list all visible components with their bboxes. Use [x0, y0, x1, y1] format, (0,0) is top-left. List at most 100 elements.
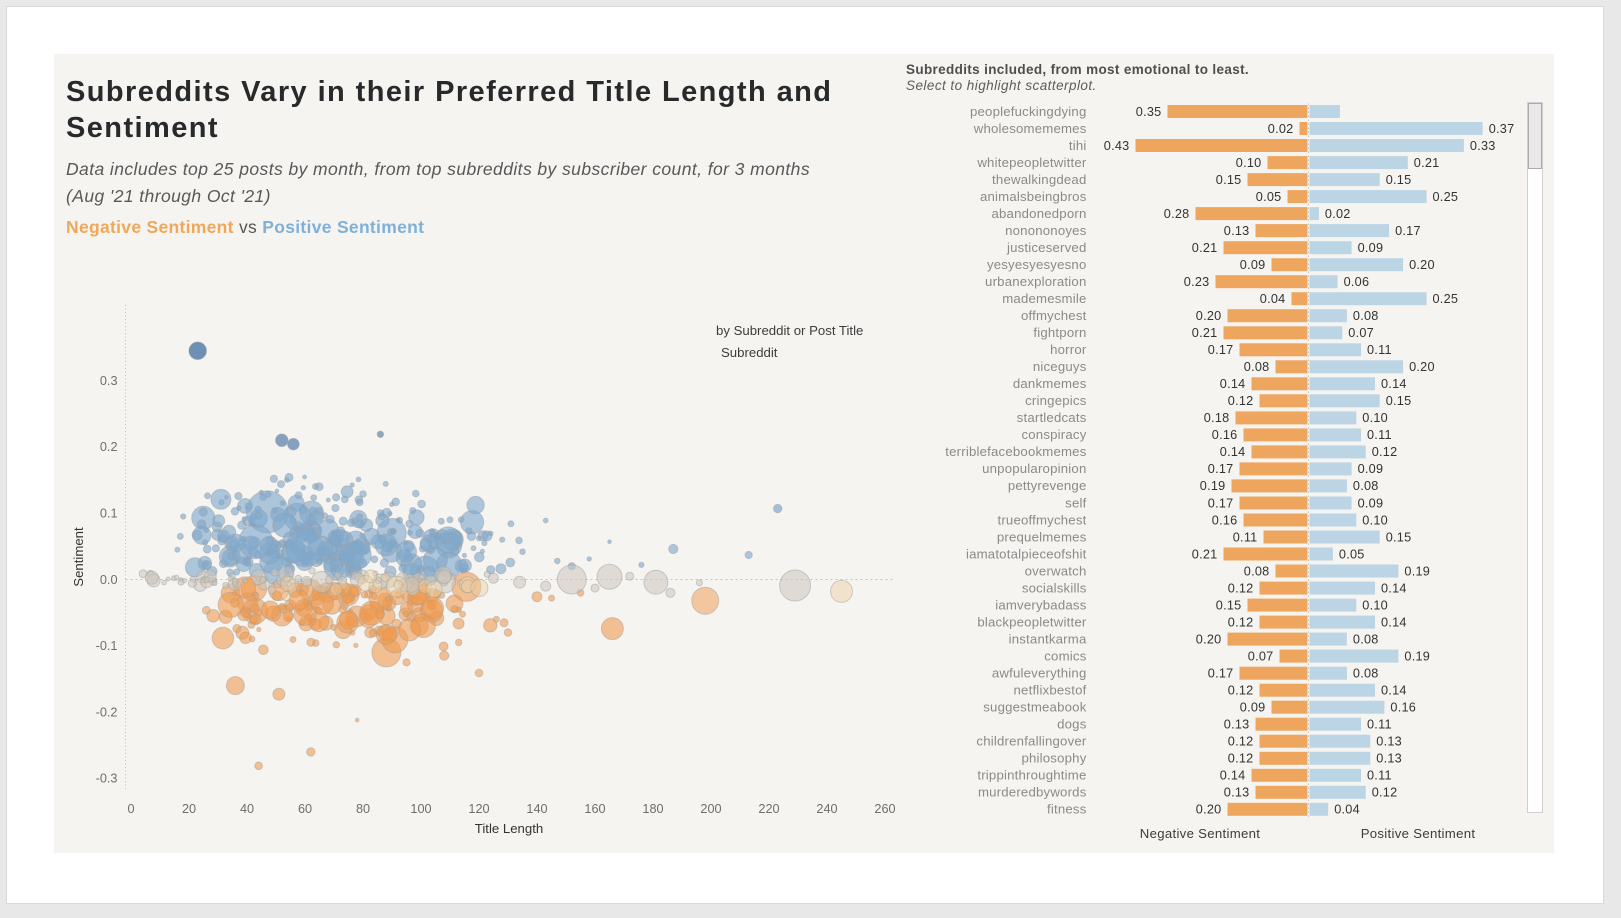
svg-text:startledcats: startledcats: [1017, 410, 1087, 425]
svg-text:0.14: 0.14: [1220, 445, 1246, 459]
svg-text:0.0: 0.0: [100, 573, 118, 587]
svg-text:self: self: [1065, 495, 1086, 510]
svg-text:iamatotalpieceofshit: iamatotalpieceofshit: [966, 546, 1087, 561]
svg-text:0.19: 0.19: [1404, 564, 1430, 578]
svg-text:0.1: 0.1: [100, 507, 118, 521]
svg-text:200: 200: [700, 802, 721, 816]
svg-text:0.05: 0.05: [1256, 190, 1282, 204]
svg-text:180: 180: [642, 802, 663, 816]
svg-text:0.16: 0.16: [1212, 428, 1238, 442]
svg-text:0.18: 0.18: [1204, 411, 1230, 425]
svg-text:0.20: 0.20: [1409, 360, 1435, 374]
svg-text:0.12: 0.12: [1228, 581, 1254, 595]
svg-text:trippinthroughtime: trippinthroughtime: [977, 768, 1086, 783]
svg-text:0.15: 0.15: [1386, 394, 1412, 408]
svg-text:suggestmeabook: suggestmeabook: [983, 700, 1086, 715]
svg-text:0.19: 0.19: [1200, 479, 1226, 493]
svg-text:0.14: 0.14: [1220, 377, 1246, 391]
svg-text:0.21: 0.21: [1192, 241, 1218, 255]
svg-text:0.02: 0.02: [1268, 122, 1294, 136]
svg-text:140: 140: [526, 802, 547, 816]
svg-text:murderedbywords: murderedbywords: [978, 785, 1087, 800]
svg-text:conspiracy: conspiracy: [1021, 427, 1086, 442]
svg-text:0.08: 0.08: [1353, 309, 1379, 323]
svg-text:0: 0: [127, 802, 134, 816]
svg-text:0.15: 0.15: [1216, 598, 1242, 612]
svg-text:0.12: 0.12: [1372, 786, 1398, 800]
svg-text:thewalkingdead: thewalkingdead: [992, 172, 1086, 187]
svg-text:0.09: 0.09: [1240, 258, 1266, 272]
svg-text:0.10: 0.10: [1236, 156, 1262, 170]
svg-text:0.23: 0.23: [1184, 275, 1210, 289]
svg-text:0.11: 0.11: [1367, 718, 1392, 732]
svg-text:0.15: 0.15: [1386, 530, 1412, 544]
svg-text:0.11: 0.11: [1367, 343, 1392, 357]
svg-text:justiceserved: justiceserved: [1006, 240, 1087, 255]
svg-text:0.20: 0.20: [1196, 309, 1222, 323]
svg-text:unpopularopinion: unpopularopinion: [982, 461, 1086, 476]
svg-text:dogs: dogs: [1057, 717, 1087, 732]
svg-text:240: 240: [816, 802, 837, 816]
svg-text:0.04: 0.04: [1334, 803, 1360, 817]
svg-text:prequelmemes: prequelmemes: [997, 529, 1087, 544]
svg-text:cringepics: cringepics: [1025, 393, 1087, 408]
svg-text:offmychest: offmychest: [1021, 308, 1087, 323]
svg-text:0.02: 0.02: [1325, 207, 1351, 221]
svg-text:0.3: 0.3: [100, 374, 118, 388]
svg-text:fightporn: fightporn: [1033, 325, 1086, 340]
svg-text:0.20: 0.20: [1196, 803, 1222, 817]
svg-text:0.17: 0.17: [1208, 462, 1234, 476]
svg-text:comics: comics: [1044, 648, 1086, 663]
svg-text:blackpeopletwitter: blackpeopletwitter: [977, 614, 1087, 629]
svg-text:100: 100: [410, 802, 431, 816]
svg-text:0.14: 0.14: [1381, 581, 1407, 595]
svg-text:0.09: 0.09: [1240, 701, 1266, 715]
svg-text:0.35: 0.35: [1136, 105, 1162, 119]
svg-text:260: 260: [874, 802, 895, 816]
svg-text:0.12: 0.12: [1228, 394, 1254, 408]
svg-text:0.08: 0.08: [1353, 479, 1379, 493]
svg-text:0.15: 0.15: [1386, 173, 1412, 187]
svg-text:0.10: 0.10: [1362, 411, 1388, 425]
svg-text:0.25: 0.25: [1433, 190, 1459, 204]
svg-text:0.33: 0.33: [1470, 139, 1496, 153]
svg-text:wholesomememes: wholesomememes: [973, 121, 1087, 136]
svg-text:0.43: 0.43: [1104, 139, 1130, 153]
svg-text:-0.2: -0.2: [96, 705, 118, 719]
svg-text:0.21: 0.21: [1192, 547, 1218, 561]
svg-text:dankmemes: dankmemes: [1013, 376, 1087, 391]
svg-text:whitepeopletwitter: whitepeopletwitter: [976, 155, 1087, 170]
svg-text:0.09: 0.09: [1358, 496, 1384, 510]
svg-text:0.19: 0.19: [1404, 649, 1430, 663]
svg-text:220: 220: [758, 802, 779, 816]
svg-text:netflixbestof: netflixbestof: [1014, 683, 1087, 698]
svg-text:0.14: 0.14: [1381, 615, 1407, 629]
svg-text:0.07: 0.07: [1348, 326, 1374, 340]
svg-text:0.11: 0.11: [1367, 769, 1392, 783]
svg-text:0.06: 0.06: [1344, 275, 1370, 289]
svg-text:peoplefuckingdying: peoplefuckingdying: [970, 104, 1087, 119]
svg-text:0.08: 0.08: [1353, 632, 1379, 646]
svg-text:overwatch: overwatch: [1025, 563, 1087, 578]
svg-text:yesyesyesyesno: yesyesyesyesno: [987, 257, 1087, 272]
svg-text:philosophy: philosophy: [1021, 751, 1086, 766]
svg-text:0.17: 0.17: [1395, 224, 1421, 238]
svg-text:0.21: 0.21: [1192, 326, 1218, 340]
svg-text:niceguys: niceguys: [1033, 359, 1087, 374]
svg-text:0.12: 0.12: [1228, 615, 1254, 629]
svg-text:0.16: 0.16: [1212, 513, 1238, 527]
svg-text:0.20: 0.20: [1409, 258, 1435, 272]
svg-text:0.04: 0.04: [1260, 292, 1286, 306]
svg-text:0.14: 0.14: [1220, 769, 1246, 783]
svg-text:0.21: 0.21: [1414, 156, 1440, 170]
svg-text:awfuleverything: awfuleverything: [992, 666, 1087, 681]
svg-text:iamverybadass: iamverybadass: [995, 597, 1086, 612]
svg-text:0.11: 0.11: [1233, 530, 1258, 544]
svg-text:0.10: 0.10: [1362, 513, 1388, 527]
svg-text:urbanexploration: urbanexploration: [985, 274, 1086, 289]
svg-text:0.17: 0.17: [1208, 343, 1234, 357]
svg-text:Sentiment: Sentiment: [71, 527, 86, 587]
svg-text:Title Length: Title Length: [475, 821, 543, 836]
svg-text:mademesmile: mademesmile: [1002, 291, 1086, 306]
svg-text:socialskills: socialskills: [1022, 580, 1087, 595]
